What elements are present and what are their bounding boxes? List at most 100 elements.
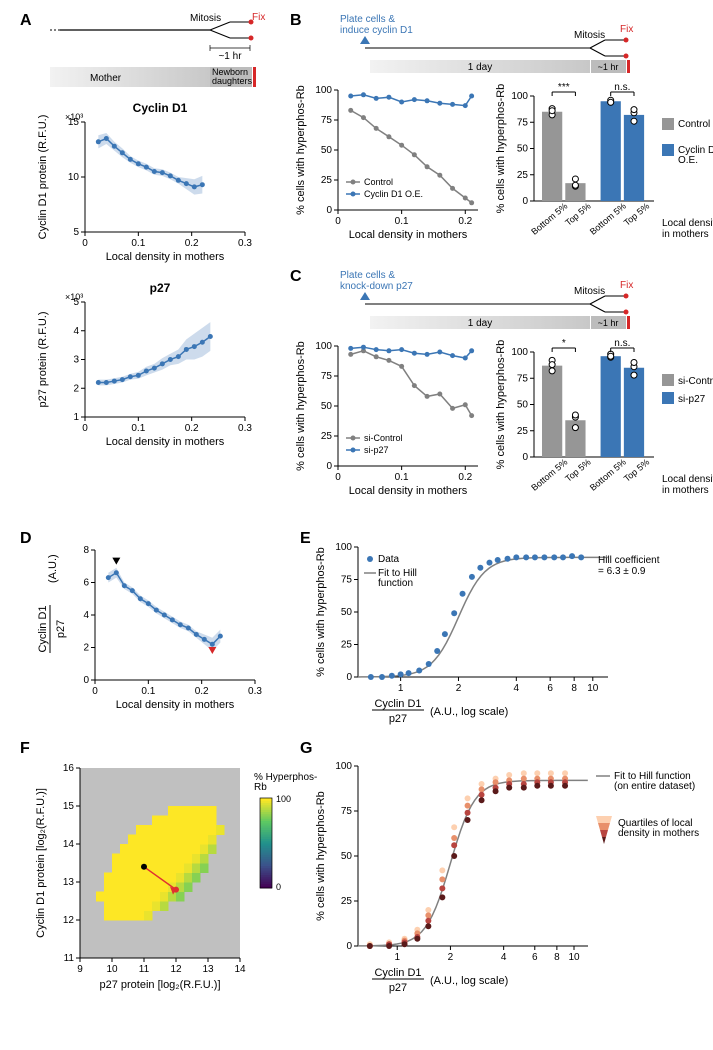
- svg-text:Hill coefficient: Hill coefficient: [598, 555, 660, 566]
- svg-text:p27 protein (R.F.U.): p27 protein (R.F.U.): [37, 312, 49, 408]
- panel-f-heatmap: 91011121314111213141516p27 protein [log₂…: [30, 748, 320, 1008]
- svg-text:Data: Data: [378, 554, 400, 565]
- svg-text:50: 50: [341, 607, 353, 618]
- svg-text:0.2: 0.2: [185, 238, 199, 249]
- svg-text:0.3: 0.3: [238, 238, 252, 249]
- svg-text:50: 50: [321, 401, 333, 412]
- panel-c-diagram: Plate cells &knock-down p27MitosisFix1 d…: [310, 266, 710, 331]
- svg-text:0.1: 0.1: [395, 216, 409, 227]
- svg-text:0: 0: [326, 205, 332, 216]
- svg-text:0.2: 0.2: [458, 472, 472, 483]
- figure-root: AMitosisFix~1 hrMotherNewborndaughtersCy…: [0, 0, 713, 1050]
- svg-text:Cyclin D1 protein [log₂(R.F.U.: Cyclin D1 protein [log₂(R.F.U.)]: [35, 788, 47, 938]
- svg-text:si-Control: si-Control: [364, 433, 403, 443]
- svg-text:2: 2: [83, 643, 89, 654]
- svg-text:16: 16: [63, 763, 75, 774]
- svg-text:Local density: Local density: [662, 218, 713, 229]
- svg-text:Fix: Fix: [252, 12, 265, 23]
- svg-text:6: 6: [83, 578, 89, 589]
- svg-text:p27: p27: [150, 281, 171, 295]
- svg-text:Top 5%: Top 5%: [622, 201, 651, 228]
- svg-text:1 day: 1 day: [468, 318, 492, 329]
- svg-text:10: 10: [587, 683, 599, 694]
- svg-text:13: 13: [63, 877, 75, 888]
- svg-text:4: 4: [83, 610, 89, 621]
- svg-text:O.E.: O.E.: [678, 155, 698, 166]
- svg-text:Plate cells &: Plate cells &: [340, 14, 395, 25]
- svg-text:100: 100: [315, 341, 332, 352]
- svg-text:4: 4: [73, 326, 79, 337]
- svg-text:0.2: 0.2: [458, 216, 472, 227]
- svg-text:% cells with hyperphos-Rb: % cells with hyperphos-Rb: [315, 547, 327, 677]
- svg-text:13: 13: [202, 964, 214, 975]
- panel-b-line: 00.10.20255075100Local density in mother…: [290, 80, 500, 260]
- panel-b-diagram: Plate cells &induce cyclin D1MitosisFix1…: [310, 10, 710, 75]
- svg-text:Top 5%: Top 5%: [563, 201, 592, 228]
- svg-text:si-Control: si-Control: [678, 376, 713, 387]
- panel-a-p27: p2700.10.20.312345×10³Local density in m…: [30, 280, 270, 455]
- svg-text:density in mothers: density in mothers: [618, 828, 699, 839]
- svg-text:Cyclin D1: Cyclin D1: [374, 967, 421, 979]
- svg-text:Fix: Fix: [620, 280, 633, 291]
- svg-text:0.1: 0.1: [395, 472, 409, 483]
- svg-text:8: 8: [83, 545, 89, 556]
- panel-c-line: 00.10.20255075100Local density in mother…: [290, 336, 500, 516]
- svg-text:100: 100: [511, 91, 528, 102]
- svg-text:% cells with hyperphos-Rb: % cells with hyperphos-Rb: [495, 340, 507, 470]
- svg-text:0.3: 0.3: [238, 423, 252, 434]
- svg-text:0: 0: [276, 882, 281, 892]
- svg-text:0.2: 0.2: [195, 686, 209, 697]
- svg-text:% cells with hyperphos-Rb: % cells with hyperphos-Rb: [315, 791, 327, 921]
- svg-text:0: 0: [522, 196, 528, 207]
- panel-c-label: C: [290, 268, 302, 286]
- svg-text:2: 2: [456, 683, 462, 694]
- svg-text:10: 10: [106, 964, 118, 975]
- svg-text:Control: Control: [364, 177, 393, 187]
- svg-text:9: 9: [77, 964, 83, 975]
- svg-text:in mothers: in mothers: [662, 485, 709, 496]
- svg-text:function: function: [378, 578, 413, 589]
- svg-text:knock-down p27: knock-down p27: [340, 281, 413, 292]
- svg-text:Control: Control: [678, 119, 710, 130]
- svg-text:15: 15: [63, 801, 75, 812]
- svg-text:25: 25: [341, 896, 353, 907]
- svg-text:75: 75: [517, 117, 529, 128]
- svg-text:Mitosis: Mitosis: [574, 286, 605, 297]
- svg-text:75: 75: [321, 115, 333, 126]
- svg-text:Cyclin D1 protein (R.F.U.): Cyclin D1 protein (R.F.U.): [37, 115, 49, 240]
- svg-text:Top 5%: Top 5%: [622, 457, 651, 484]
- svg-text:12: 12: [170, 964, 182, 975]
- svg-text:Cyclin D1: Cyclin D1: [133, 101, 188, 115]
- svg-text:0.1: 0.1: [131, 238, 145, 249]
- svg-text:50: 50: [517, 400, 529, 411]
- svg-text:Cyclin D1: Cyclin D1: [37, 605, 49, 652]
- svg-text:14: 14: [63, 839, 75, 850]
- svg-text:n.s.: n.s.: [614, 82, 630, 93]
- svg-text:Local density: Local density: [662, 474, 713, 485]
- svg-text:Cyclin D1: Cyclin D1: [374, 698, 421, 710]
- svg-text:8: 8: [571, 683, 577, 694]
- svg-text:p27: p27: [389, 713, 407, 725]
- panel-a-cyclinD1: Cyclin D100.10.20.351015×10³Local densit…: [30, 100, 270, 265]
- svg-text:(A.U., log scale): (A.U., log scale): [430, 706, 508, 718]
- svg-text:0: 0: [92, 686, 98, 697]
- svg-text:Fix: Fix: [620, 24, 633, 35]
- svg-text:*: *: [562, 338, 566, 349]
- svg-text:Local density in mothers: Local density in mothers: [106, 251, 225, 263]
- svg-text:25: 25: [517, 170, 529, 181]
- svg-text:0: 0: [346, 672, 352, 683]
- svg-text:2: 2: [73, 383, 79, 394]
- svg-text:50: 50: [321, 145, 333, 156]
- svg-text:~1 hr: ~1 hr: [598, 62, 619, 72]
- svg-text:100: 100: [335, 761, 352, 772]
- svg-text:25: 25: [341, 640, 353, 651]
- svg-text:Mitosis: Mitosis: [190, 13, 221, 24]
- panel-b-bar: 0255075100Bottom 5%Top 5%Bottom 5%Top 5%…: [490, 78, 713, 268]
- svg-text:11: 11: [139, 964, 150, 975]
- svg-text:0: 0: [326, 461, 332, 472]
- svg-text:1: 1: [398, 683, 404, 694]
- svg-text:(A.U.): (A.U.): [47, 554, 59, 583]
- svg-text:25: 25: [517, 426, 529, 437]
- svg-text:2: 2: [448, 952, 454, 963]
- svg-text:100: 100: [315, 85, 332, 96]
